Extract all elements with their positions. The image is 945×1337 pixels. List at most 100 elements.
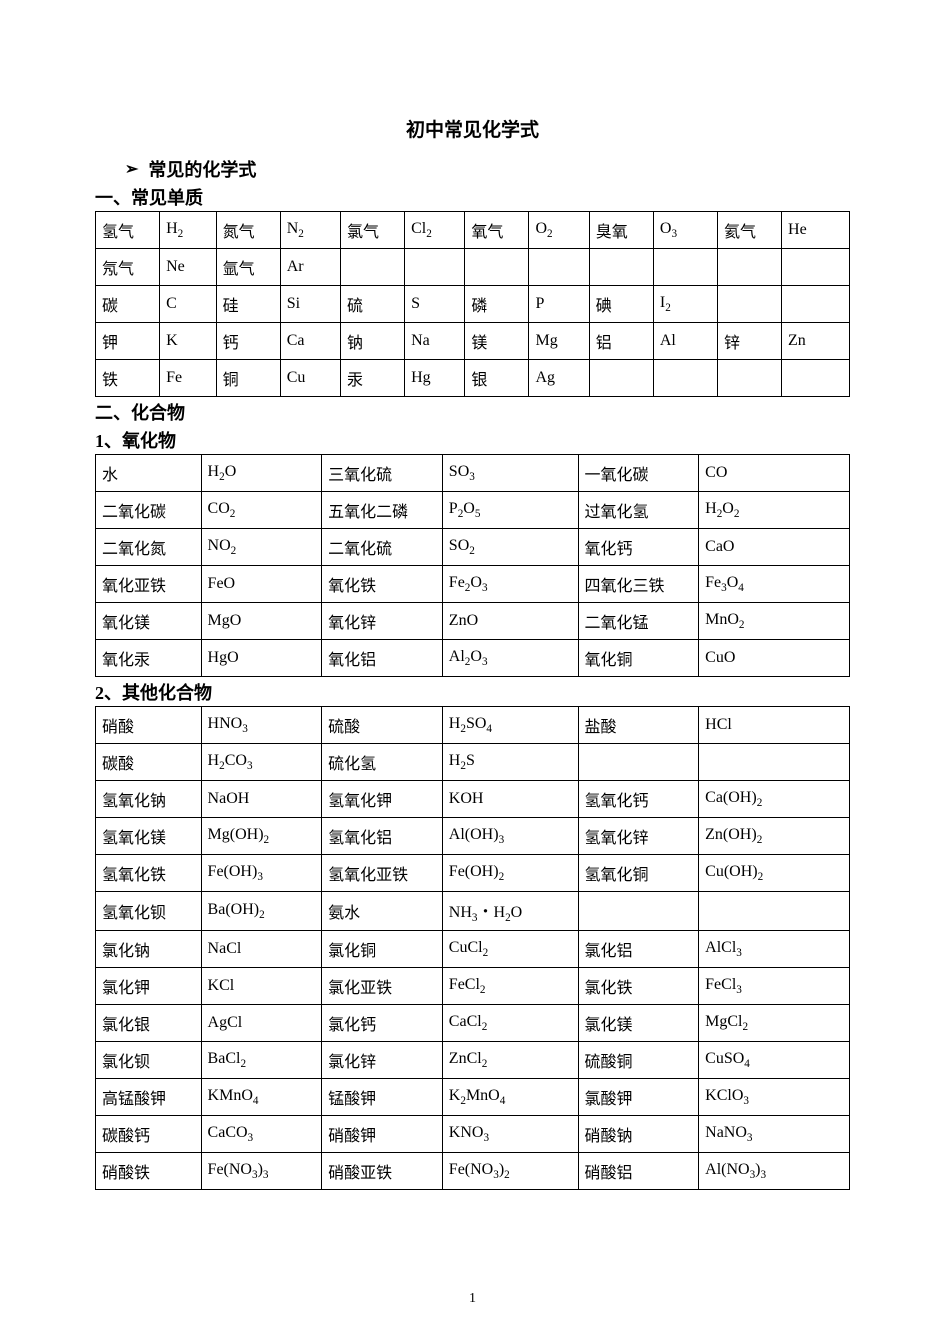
table-row: 水H2O三氧化硫SO3一氧化碳CO <box>96 455 850 492</box>
page-number: 1 <box>0 1291 945 1307</box>
table-row: 氖气Ne氩气Ar <box>96 249 850 286</box>
cell-formula: NO2 <box>201 529 322 566</box>
table-row: 硝酸HNO3硫酸H2SO4盐酸HCl <box>96 707 850 744</box>
cell-name: 锌 <box>717 323 781 360</box>
cell-formula: KCl <box>201 968 322 1005</box>
cell-name: 氨水 <box>322 892 443 931</box>
cell-formula: N2 <box>280 212 340 249</box>
table-row: 氯化银AgCl氯化钙CaCl2氯化镁MgCl2 <box>96 1005 850 1042</box>
cell-name: 氧化铁 <box>322 566 443 603</box>
cell-name: 氧气 <box>465 212 529 249</box>
cell-formula: Cl2 <box>405 212 465 249</box>
cell-name: 硫酸 <box>322 707 443 744</box>
cell-formula: Zn <box>782 323 850 360</box>
cell-formula: FeO <box>201 566 322 603</box>
cell-formula: CO <box>699 455 850 492</box>
cell-formula: Ag <box>529 360 589 397</box>
cell-name: 镁 <box>465 323 529 360</box>
cell-name: 钠 <box>341 323 405 360</box>
cell-formula: P2O5 <box>442 492 578 529</box>
cell-formula: Zn(OH)2 <box>699 818 850 855</box>
cell-name: 锰酸钾 <box>322 1079 443 1116</box>
cell-formula: Fe2O3 <box>442 566 578 603</box>
cell-formula: Na <box>405 323 465 360</box>
cell-name: 氯化钙 <box>322 1005 443 1042</box>
cell-formula: CaCl2 <box>442 1005 578 1042</box>
cell-formula: ZnO <box>442 603 578 640</box>
cell-formula: MgCl2 <box>699 1005 850 1042</box>
cell-formula: Si <box>280 286 340 323</box>
section-common-formulas: ➢ 常见的化学式 <box>125 156 850 182</box>
cell-formula: K2MnO4 <box>442 1079 578 1116</box>
cell-name: 氯化亚铁 <box>322 968 443 1005</box>
cell-formula: H2S <box>442 744 578 781</box>
cell-formula <box>653 249 717 286</box>
cell-name: 银 <box>465 360 529 397</box>
cell-formula: CO2 <box>201 492 322 529</box>
cell-formula: Mg(OH)2 <box>201 818 322 855</box>
document-page: 初中常见化学式 ➢ 常见的化学式 一、常见单质 氢气H2氮气N2氯气Cl2氧气O… <box>0 0 945 1337</box>
cell-name: 臭氧 <box>589 212 653 249</box>
cell-formula: CaCO3 <box>201 1116 322 1153</box>
table-row: 氯化钠NaCl氯化铜CuCl2氯化铝AlCl3 <box>96 931 850 968</box>
cell-formula: Al2O3 <box>442 640 578 677</box>
cell-name: 氯化铜 <box>322 931 443 968</box>
table-row: 二氧化氮NO2二氧化硫SO2氧化钙CaO <box>96 529 850 566</box>
cell-name <box>589 249 653 286</box>
cell-name: 氯化铁 <box>578 968 699 1005</box>
cell-formula: ZnCl2 <box>442 1042 578 1079</box>
cell-formula: S <box>405 286 465 323</box>
cell-formula: SO3 <box>442 455 578 492</box>
cell-formula: NH3・H2O <box>442 892 578 931</box>
cell-formula: Hg <box>405 360 465 397</box>
cell-formula: P <box>529 286 589 323</box>
cell-name <box>578 744 699 781</box>
cell-formula: Fe <box>160 360 217 397</box>
cell-formula: KMnO4 <box>201 1079 322 1116</box>
cell-name: 硫酸铜 <box>578 1042 699 1079</box>
table-row: 二氧化碳CO2五氧化二磷P2O5过氧化氢H2O2 <box>96 492 850 529</box>
cell-name: 盐酸 <box>578 707 699 744</box>
cell-formula: AlCl3 <box>699 931 850 968</box>
cell-name: 钾 <box>96 323 160 360</box>
cell-formula: Mg <box>529 323 589 360</box>
cell-formula: C <box>160 286 217 323</box>
cell-name: 硝酸铁 <box>96 1153 202 1190</box>
cell-formula: CaO <box>699 529 850 566</box>
cell-formula: HNO3 <box>201 707 322 744</box>
page-title: 初中常见化学式 <box>95 115 850 142</box>
cell-name: 氧化铜 <box>578 640 699 677</box>
cell-name: 硝酸 <box>96 707 202 744</box>
cell-formula: KOH <box>442 781 578 818</box>
cell-formula: NaNO3 <box>699 1116 850 1153</box>
cell-name: 铝 <box>589 323 653 360</box>
table-row: 氯化钾KCl氯化亚铁FeCl2氯化铁FeCl3 <box>96 968 850 1005</box>
cell-name: 碳酸钙 <box>96 1116 202 1153</box>
cell-name: 氢氧化锌 <box>578 818 699 855</box>
cell-formula <box>529 249 589 286</box>
cell-formula: Fe(NO3)3 <box>201 1153 322 1190</box>
cell-formula: I2 <box>653 286 717 323</box>
cell-name: 氯化钠 <box>96 931 202 968</box>
cell-name <box>341 249 405 286</box>
cell-name: 氯化锌 <box>322 1042 443 1079</box>
cell-formula: Ne <box>160 249 217 286</box>
cell-formula <box>782 249 850 286</box>
table-row: 钾K钙Ca钠Na镁Mg铝Al锌Zn <box>96 323 850 360</box>
table-row: 氧化汞HgO氧化铝Al2O3氧化铜CuO <box>96 640 850 677</box>
cell-name: 硫 <box>341 286 405 323</box>
cell-name: 氯化银 <box>96 1005 202 1042</box>
cell-formula: Fe(OH)3 <box>201 855 322 892</box>
cell-formula: Al(OH)3 <box>442 818 578 855</box>
cell-formula <box>782 286 850 323</box>
cell-name <box>717 286 781 323</box>
section-2-1-heading: 1、氧化物 <box>95 427 850 453</box>
table-elements: 氢气H2氮气N2氯气Cl2氧气O2臭氧O3氦气He氖气Ne氩气Ar碳C硅Si硫S… <box>95 211 850 397</box>
cell-name: 氧化锌 <box>322 603 443 640</box>
cell-name: 氯化钡 <box>96 1042 202 1079</box>
cell-formula: AgCl <box>201 1005 322 1042</box>
cell-formula: NaOH <box>201 781 322 818</box>
cell-formula: Ca <box>280 323 340 360</box>
cell-name: 氢氧化钠 <box>96 781 202 818</box>
cell-name <box>717 360 781 397</box>
